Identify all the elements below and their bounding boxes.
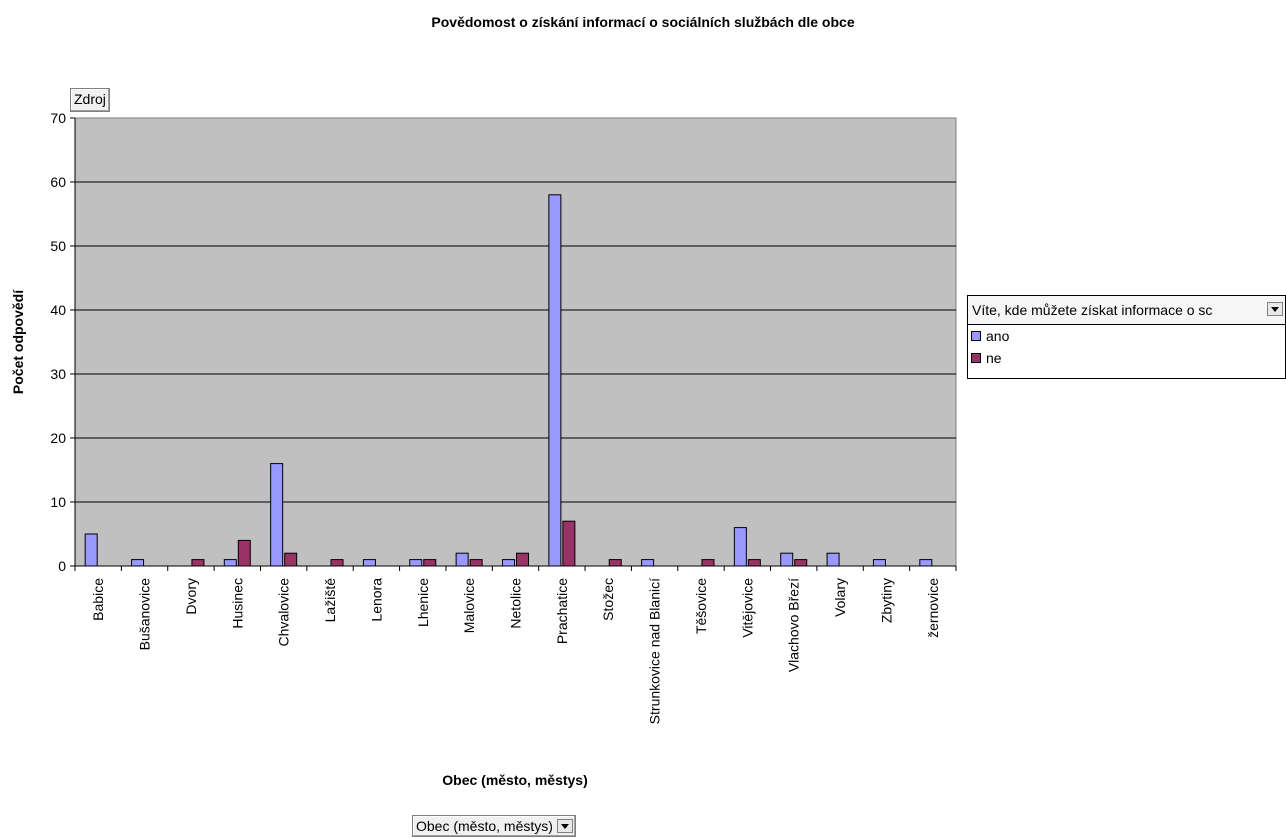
- bar-ano-13: [641, 559, 655, 567]
- bar-ne-6: [330, 559, 344, 567]
- plot-area: [74, 117, 957, 567]
- y-tick-label: 0: [58, 558, 66, 574]
- bar-ne-3: [191, 559, 205, 567]
- y-tick-label: 70: [50, 110, 66, 126]
- legend: Víte, kde můžete získat informace o sc a…: [967, 295, 1286, 379]
- bar-ano-2: [131, 559, 145, 567]
- bar-ne-4: [237, 539, 251, 567]
- bar-ano-7: [362, 559, 376, 567]
- bar-ne-8: [423, 559, 437, 567]
- x-tick-label: Stožec: [600, 578, 616, 621]
- y-tick-label: 20: [50, 430, 66, 446]
- bar-ano-1: [84, 533, 98, 567]
- x-tick-label: Chvalovice: [276, 578, 292, 647]
- bar-ano-17: [826, 552, 840, 567]
- x-tick-label: Těšovice: [693, 578, 709, 634]
- legend-swatch-ano: [971, 331, 981, 341]
- source-button-label: Zdroj: [74, 91, 106, 107]
- y-tick-label: 50: [50, 238, 66, 254]
- bar-ne-15: [747, 559, 761, 567]
- x-tick-label: Lenora: [368, 578, 384, 622]
- x-axis-label: Obec (město, městys): [442, 772, 588, 788]
- legend-title: Víte, kde můžete získat informace o sc: [972, 302, 1213, 318]
- bar-ano-11: [548, 194, 562, 567]
- y-tick-label: 10: [50, 494, 66, 510]
- bar-ne-14: [701, 559, 715, 567]
- x-tick-label: Malovice: [461, 578, 477, 633]
- legend-label-ne: ne: [986, 350, 1002, 366]
- legend-label-ano: ano: [986, 328, 1010, 344]
- x-tick-label: Lažiště: [322, 578, 338, 623]
- x-tick-label: Babice: [90, 578, 106, 621]
- x-tick-label: Vitějovice: [739, 578, 755, 638]
- x-tick-label: Lhenice: [415, 578, 431, 627]
- chart-title: Povědomost o získání informací o sociáln…: [431, 14, 854, 30]
- bar-ne-9: [469, 559, 483, 567]
- bar-ne-5: [284, 552, 298, 567]
- bar-ano-16: [780, 552, 794, 567]
- bar-ano-15: [733, 527, 747, 567]
- chevron-down-icon[interactable]: [556, 819, 573, 833]
- bar-ne-10: [516, 552, 529, 567]
- x-tick-label: Prachatice: [554, 578, 570, 644]
- x-axis: Babice Bušanovice Dvory Husinec Chvalovice La…: [74, 565, 957, 724]
- x-tick-label: Zbytiny: [878, 578, 894, 623]
- y-axis: 0 10 20 30 40 50 60 70: [50, 110, 76, 574]
- x-tick-label: žernovice: [925, 578, 941, 638]
- y-axis-label: Počet odpovědí: [10, 289, 26, 394]
- legend-item-ano: ano: [968, 325, 1285, 347]
- bar-ne-11: [562, 520, 576, 567]
- x-tick-label: Strunkovice nad Blanicí: [647, 578, 663, 724]
- y-tick-label: 40: [50, 302, 66, 318]
- x-tick-label: Volary: [832, 578, 848, 617]
- bar-ano-5: [270, 463, 284, 567]
- bar-ne-16: [794, 559, 808, 567]
- source-button[interactable]: Zdroj: [70, 88, 110, 112]
- bar-ano-18: [872, 559, 886, 567]
- bar-ano-10: [502, 559, 515, 567]
- y-tick-label: 60: [50, 174, 66, 190]
- bar-ano-4: [223, 559, 237, 567]
- x-tick-label: Vlachovo Březí: [786, 578, 802, 672]
- x-tick-label: Netolice: [508, 578, 524, 629]
- x-tick-label: Dvory: [183, 578, 199, 615]
- bar-ano-9: [455, 552, 469, 567]
- field-dropdown-button[interactable]: Obec (město, městys): [412, 815, 576, 837]
- chevron-down-icon[interactable]: [1267, 302, 1283, 316]
- legend-item-ne: ne: [968, 347, 1285, 369]
- y-tick-label: 30: [50, 366, 66, 382]
- x-tick-label: Husinec: [229, 578, 245, 629]
- legend-field-dropdown[interactable]: Víte, kde můžete získat informace o sc: [968, 296, 1285, 325]
- x-tick-label: Bušanovice: [137, 578, 153, 651]
- gridlines: [75, 181, 956, 503]
- bar-ano-19: [919, 559, 933, 567]
- field-button-label: Obec (město, městys): [416, 818, 553, 834]
- bar-ne-12: [608, 559, 622, 567]
- legend-swatch-ne: [971, 353, 981, 363]
- bar-ano-8: [409, 559, 423, 567]
